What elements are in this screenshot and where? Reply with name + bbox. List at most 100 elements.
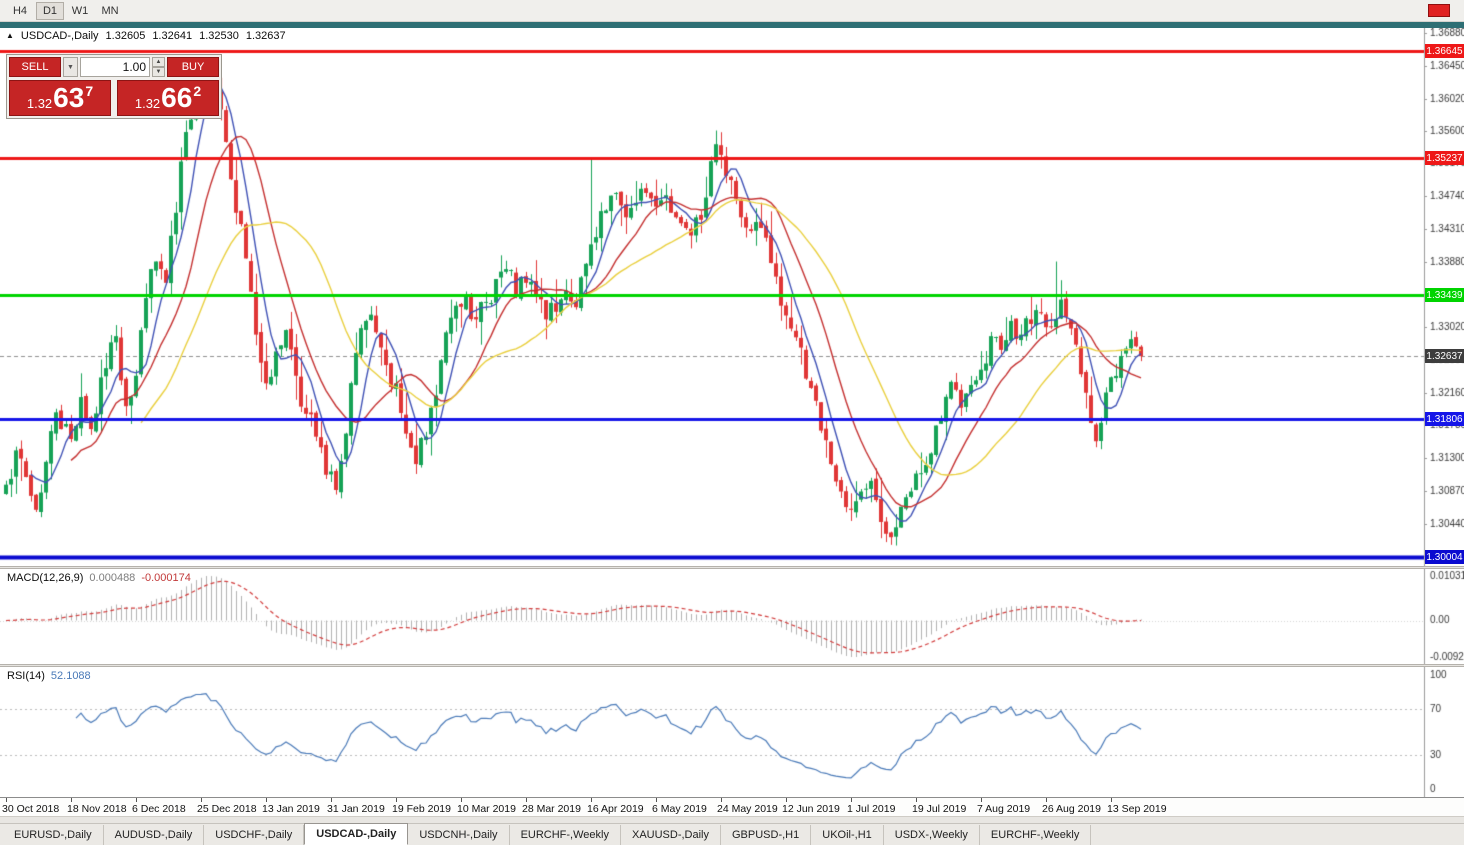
sell-button[interactable]: SELL [9,57,61,77]
buy-price-base: 1.32 [134,96,161,111]
date-axis-label: 12 Jun 2019 [782,803,840,815]
date-axis-label: 19 Jul 2019 [912,803,967,815]
timeframe-button-w1[interactable]: W1 [71,4,89,17]
top-toolbar: H4 D1 W1 MN [0,0,1464,22]
date-axis-tick [396,798,397,802]
panel-divider[interactable] [0,566,1464,569]
date-axis-tick [851,798,852,802]
sell-price-sup: 7 [85,83,94,99]
rsi-value: 52.1088 [50,670,91,682]
ohlc-high: 1.32641 [152,30,193,42]
date-axis-label: 19 Feb 2019 [392,803,451,815]
level-price-label: 1.36645 [1425,44,1464,58]
rsi-name: RSI(14) [7,670,45,682]
volume-spinner: ▲ ▼ [152,57,165,77]
tab-eurchf-weekly[interactable]: EURCHF-,Weekly [980,825,1092,845]
tab-audusd-daily[interactable]: AUDUSD-,Daily [104,825,205,845]
timeframe-button-h4[interactable]: H4 [12,4,28,17]
timeframe-button-d1[interactable]: D1 [36,1,64,20]
volume-input[interactable] [80,57,150,77]
date-axis-label: 18 Nov 2018 [67,803,127,815]
tab-eurchf-weekly[interactable]: EURCHF-,Weekly [510,825,621,845]
date-axis-tick [6,798,7,802]
timeframe-group: H4 D1 W1 MN [6,1,124,20]
tab-ukoil-h1[interactable]: UKOil-,H1 [811,825,884,845]
date-axis-tick [1111,798,1112,802]
tab-usdx-weekly[interactable]: USDX-,Weekly [884,825,980,845]
date-axis-label: 31 Jan 2019 [327,803,385,815]
date-axis-label: 30 Oct 2018 [2,803,60,815]
date-axis-label: 13 Jan 2019 [262,803,320,815]
macd-canvas[interactable] [0,569,1464,664]
date-axis-tick [591,798,592,802]
sell-price-box[interactable]: 1.32 63 7 [9,80,111,116]
date-axis-tick [201,798,202,802]
date-axis-tick [656,798,657,802]
level-price-label: 1.33439 [1425,288,1464,302]
level-price-label: 1.35237 [1425,151,1464,165]
tab-xauusd-daily[interactable]: XAUUSD-,Daily [621,825,721,845]
date-axis-label: 28 Mar 2019 [522,803,581,815]
tab-usdcnh-daily[interactable]: USDCNH-,Daily [408,825,510,845]
chart-symbol-period: USDCAD-,Daily [20,30,99,42]
chart-window-top-strip [0,22,1464,28]
date-axis-label: 24 May 2019 [717,803,778,815]
toolbar-red-indicator[interactable] [1428,4,1450,17]
sell-price-base: 1.32 [26,96,53,111]
level-price-label: 1.31806 [1425,412,1464,426]
macd-value-signal: -0.000174 [141,572,191,584]
tab-usdchf-daily[interactable]: USDCHF-,Daily [204,825,305,845]
one-click-trading-widget: SELL ▼ ▲ ▼ BUY 1.32 63 7 1.32 66 2 [6,54,222,119]
macd-label: MACD(12,26,9) 0.000488 -0.000174 [7,572,191,584]
date-axis-tick [1046,798,1047,802]
date-axis[interactable]: 30 Oct 2018 18 Nov 2018 6 Dec 2018 25 Dec 2… [0,797,1464,816]
tab-gbpusd-h1[interactable]: GBPUSD-,H1 [721,825,812,845]
date-axis-label: 10 Mar 2019 [457,803,516,815]
date-axis-label: 25 Dec 2018 [197,803,257,815]
main-chart-canvas[interactable] [0,28,1464,566]
buy-price-sup: 2 [193,83,202,99]
date-axis-label: 1 Jul 2019 [847,803,896,815]
date-axis-tick [266,798,267,802]
panel-divider[interactable] [0,664,1464,667]
tab-eurusd-daily[interactable]: EURUSD-,Daily [3,825,104,845]
date-axis-label: 6 May 2019 [652,803,707,815]
macd-value-main: 0.000488 [89,572,136,584]
date-axis-tick [331,798,332,802]
chart-tab-bar: EURUSD-,Daily AUDUSD-,Daily USDCHF-,Daily U… [0,823,1464,845]
ohlc-low: 1.32530 [199,30,239,42]
date-axis-tick [71,798,72,802]
volume-spin-up-icon[interactable]: ▲ [152,57,165,67]
timeframe-button-mn[interactable]: MN [101,4,119,17]
date-axis-label: 6 Dec 2018 [132,803,186,815]
date-axis-tick [721,798,722,802]
ohlc-close: 1.32637 [245,30,286,42]
date-axis-label: 13 Sep 2019 [1107,803,1167,815]
date-axis-label: 26 Aug 2019 [1042,803,1101,815]
chart-window-icon: ▲ [6,31,14,40]
macd-panel: MACD(12,26,9) 0.000488 -0.000174 [0,569,1464,664]
date-axis-label: 16 Apr 2019 [587,803,644,815]
rsi-canvas[interactable] [0,667,1464,797]
ohlc-open: 1.32605 [105,30,146,42]
volume-dropdown-button[interactable]: ▼ [63,57,78,77]
sell-price-big: 63 [53,82,85,113]
current-price-label: 1.32637 [1425,349,1464,363]
rsi-panel: RSI(14) 52.1088 [0,667,1464,797]
tab-usdcad-daily[interactable]: USDCAD-,Daily [304,823,409,845]
macd-name: MACD(12,26,9) [7,572,84,584]
horizontal-scroll-strip[interactable] [0,816,1464,823]
date-axis-tick [786,798,787,802]
buy-button[interactable]: BUY [167,57,219,77]
date-axis-tick [136,798,137,802]
volume-spin-down-icon[interactable]: ▼ [152,67,165,77]
level-price-label: 1.30004 [1425,550,1464,564]
date-axis-tick [981,798,982,802]
buy-price-big: 66 [161,82,193,113]
buy-price-box[interactable]: 1.32 66 2 [117,80,219,116]
rsi-label: RSI(14) 52.1088 [7,670,91,682]
chart-title: ▲ USDCAD-,Daily 1.32605 1.32641 1.32530 … [6,30,286,42]
main-chart-panel: ▲ USDCAD-,Daily 1.32605 1.32641 1.32530 … [0,28,1464,566]
date-axis-tick [526,798,527,802]
